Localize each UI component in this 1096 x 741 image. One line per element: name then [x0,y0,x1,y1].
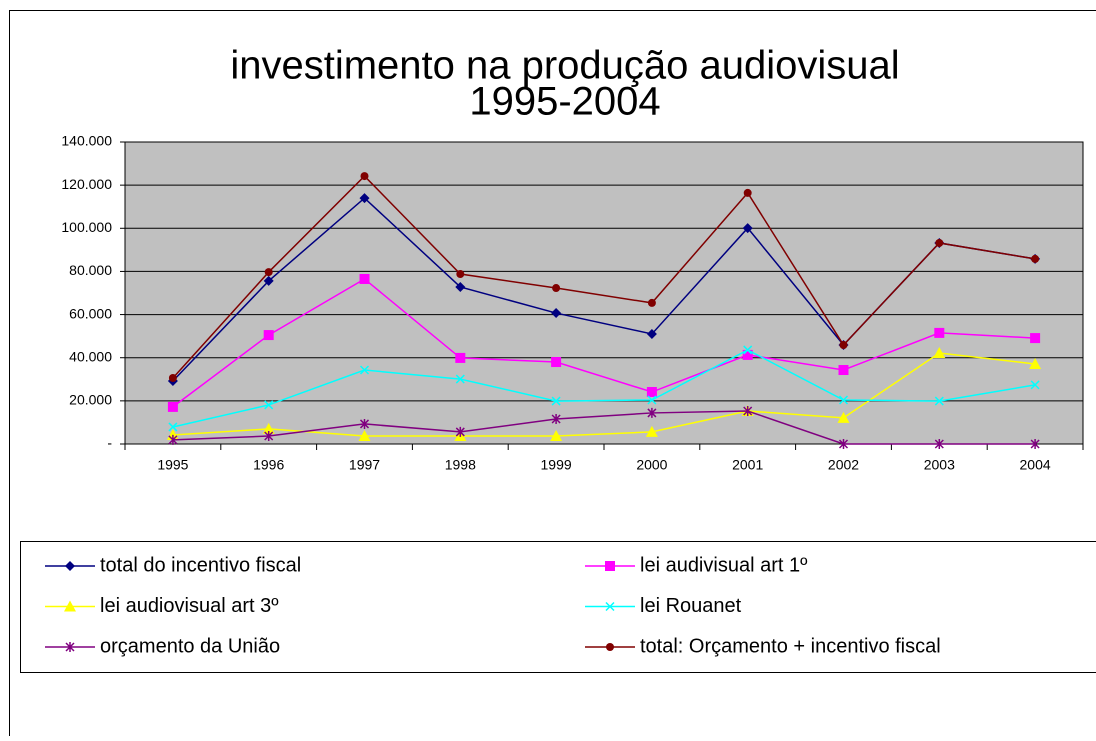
x-tick-label: 1999 [541,457,572,473]
marker [605,561,615,571]
x-tick-label: 2004 [1020,457,1051,473]
marker [455,353,465,363]
legend-label: lei Rouanet [640,595,742,617]
marker [552,284,560,292]
marker [744,189,752,197]
x-tick-label: 1995 [157,457,188,473]
marker [1030,333,1040,343]
marker [264,330,274,340]
marker [934,328,944,338]
legend-label: lei audivisual art 1º [640,554,808,576]
marker [935,239,943,247]
marker [265,268,273,276]
marker [361,172,369,180]
y-tick-label: 120.000 [61,176,112,192]
marker [606,643,614,651]
x-tick-label: 2001 [732,457,763,473]
y-tick-label: 80.000 [69,262,112,278]
marker [456,270,464,278]
legend-label: total: Orçamento + incentivo fiscal [640,635,941,657]
marker [360,274,370,284]
legend-label: lei audiovisual art 3º [100,595,279,617]
x-tick-label: 1996 [253,457,284,473]
plot-area [125,142,1083,444]
legend-label: orçamento da União [100,635,280,657]
y-tick-label: 40.000 [69,348,112,364]
x-tick-label: 2003 [924,457,955,473]
y-tick-label: 20.000 [69,392,112,408]
legend-label: total do incentivo fiscal [100,554,301,576]
marker [551,357,561,367]
x-tick-label: 1998 [445,457,476,473]
marker [169,374,177,382]
marker [839,365,849,375]
marker [648,299,656,307]
x-tick-label: 1997 [349,457,380,473]
marker [168,402,178,412]
y-tick-label: 140.000 [61,133,112,149]
marker [1031,255,1039,263]
marker [840,341,848,349]
y-tick-label: - [107,435,112,451]
chart-subtitle: 1995-2004 [469,80,660,124]
y-tick-label: 100.000 [61,219,112,235]
x-tick-label: 2002 [828,457,859,473]
x-tick-label: 2000 [636,457,667,473]
y-tick-label: 60.000 [69,305,112,321]
